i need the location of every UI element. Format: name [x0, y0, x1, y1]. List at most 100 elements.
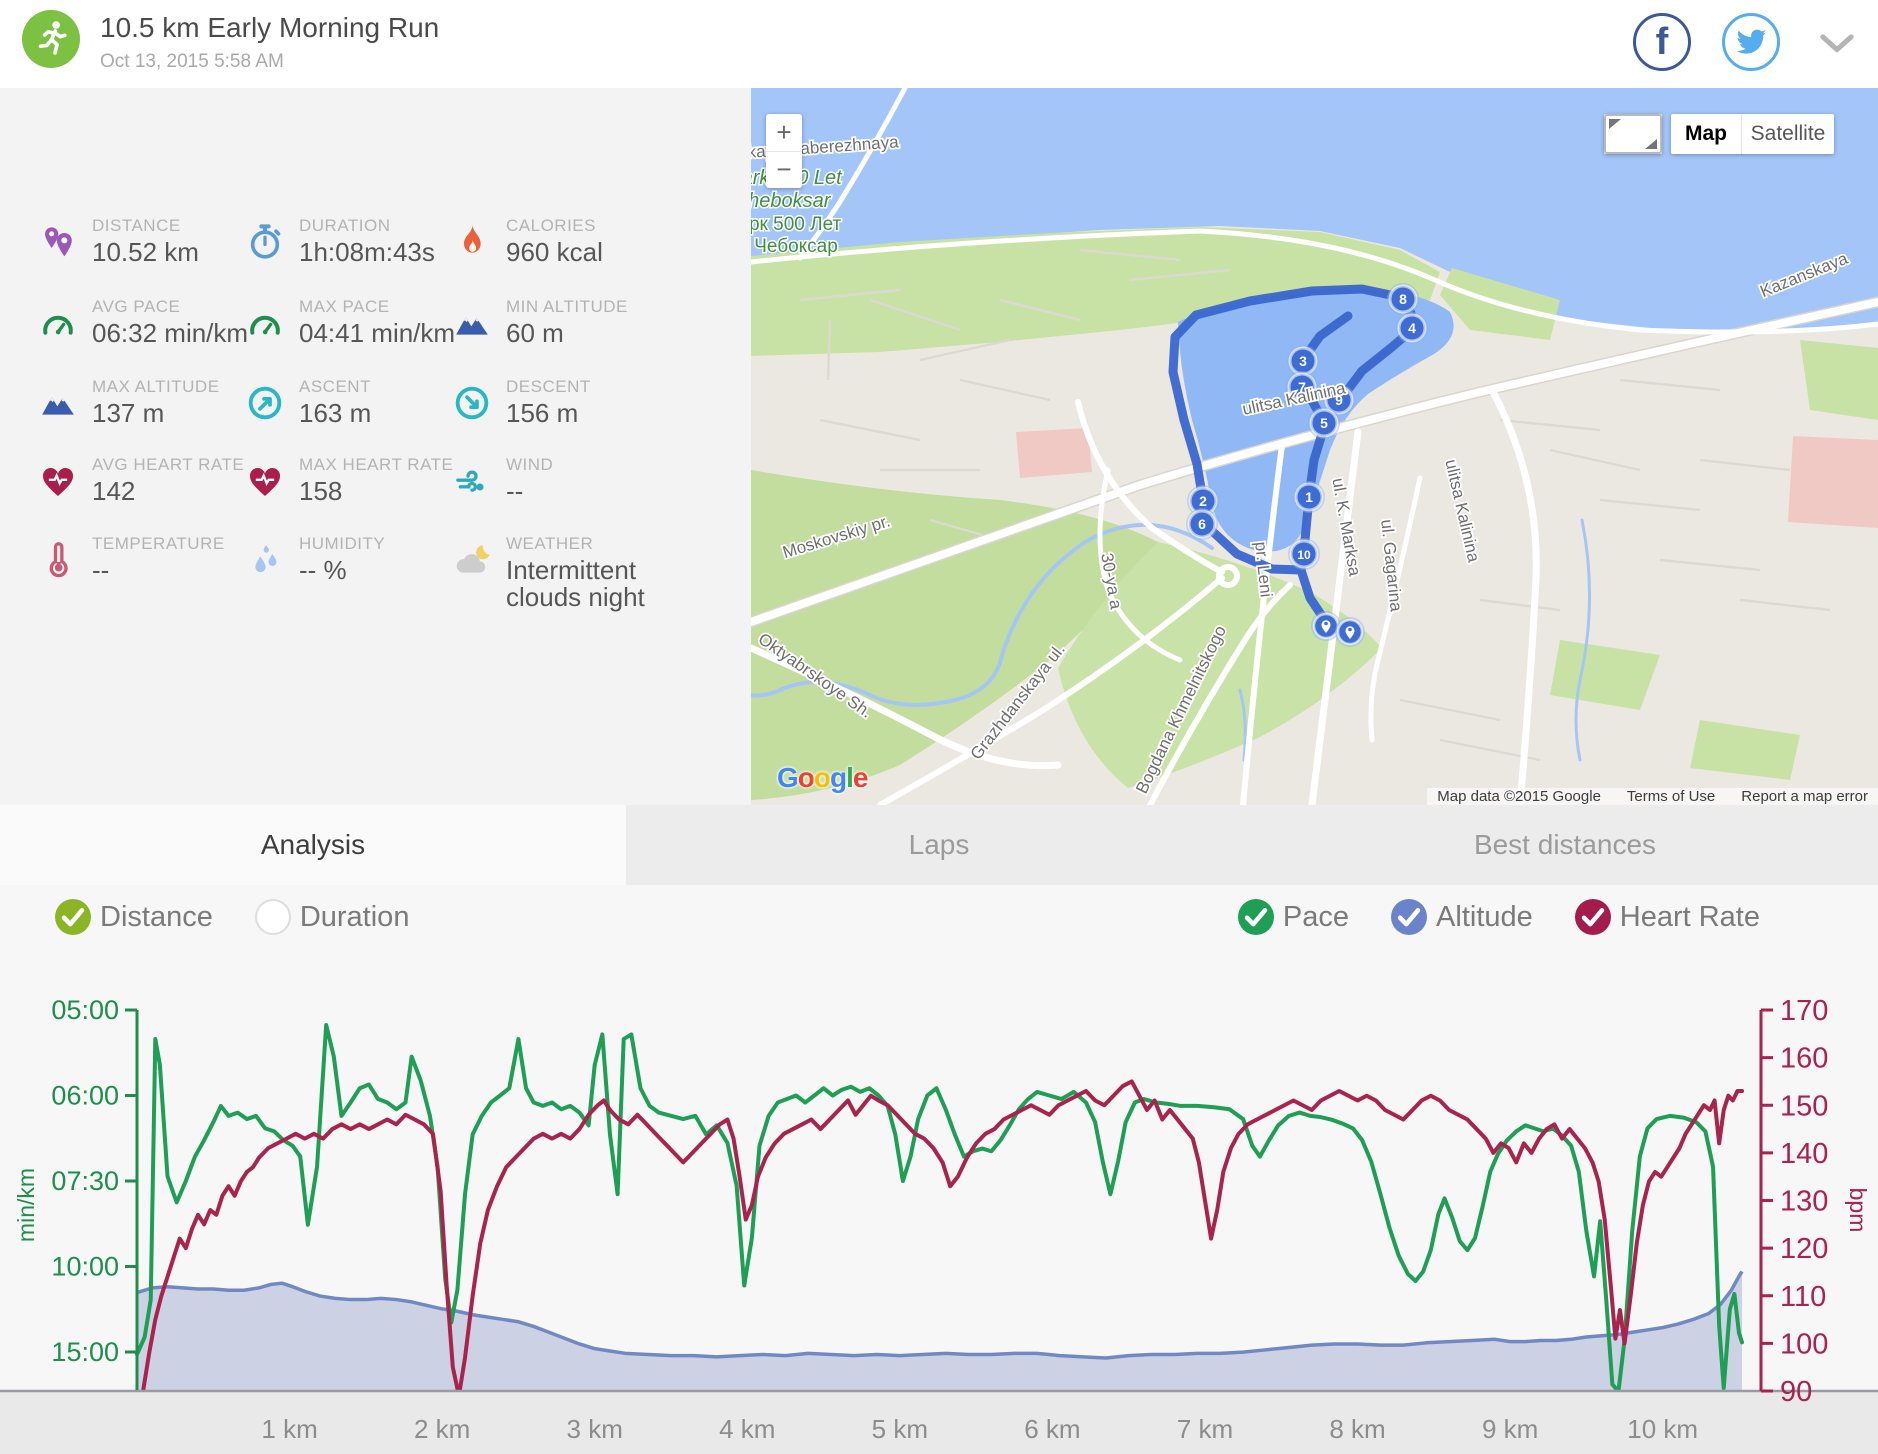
toggle-altitude[interactable]: Altitude [1391, 899, 1533, 935]
zoom-in-button[interactable]: + [766, 114, 802, 152]
google-logo-letter: G [777, 762, 799, 793]
altitude-line [136, 1270, 1744, 1360]
check-icon [1397, 908, 1421, 927]
fullscreen-toggle-button[interactable] [1604, 114, 1662, 154]
map-type-switcher: Map Satellite [1671, 114, 1834, 154]
toggle-pace[interactable]: Pace [1237, 899, 1349, 935]
stat-value: 06:32 min/km [92, 318, 249, 348]
tab-best-distances[interactable]: Best distances [1252, 805, 1878, 885]
route-marker-7[interactable]: 7 [1286, 371, 1318, 403]
descent-icon [455, 386, 489, 420]
green-patch [1550, 640, 1660, 710]
minor-streets [799, 248, 1831, 762]
toggle-label: Altitude [1436, 900, 1533, 933]
stat-label: AVG PACE [92, 297, 181, 316]
chevron-down-icon[interactable] [1820, 33, 1854, 55]
x-tick-label: 4 km [719, 1414, 775, 1444]
google-logo-letter: o [797, 762, 815, 793]
stats-panel: DISTANCE 10.52 km DURATION 1h:08m:43s CALORI… [0, 88, 751, 805]
stat-value: 960 kcal [506, 237, 603, 267]
toggle-circle[interactable] [55, 899, 91, 935]
stat-label: ASCENT [299, 377, 371, 396]
twitter-icon [1736, 29, 1767, 54]
facebook-share-button[interactable]: f [1633, 13, 1691, 71]
route-endpoint-pin[interactable] [1311, 611, 1341, 641]
x-tick-label: 6 km [1024, 1414, 1080, 1444]
map-data-text: Map data ©2015 Google [1437, 788, 1601, 805]
route-marker-2[interactable]: 2 [1187, 485, 1219, 517]
toggle-heart-rate[interactable]: Heart Rate [1574, 899, 1760, 935]
stat-label: DESCENT [506, 377, 591, 396]
google-logo[interactable]: Google [777, 762, 869, 794]
toggle-circle[interactable] [1391, 899, 1428, 935]
svg-text:100: 100 [1780, 1328, 1828, 1360]
toggle-label: Distance [100, 900, 213, 933]
tab-bar: Analysis Laps Best distances [0, 805, 1878, 885]
stat-temperature: TEMPERATURE -- [38, 534, 225, 584]
map-button[interactable]: Map [1671, 114, 1742, 154]
toggle-circle[interactable] [254, 899, 291, 935]
stat-humidity: HUMIDITY -- % [245, 534, 385, 584]
route-marker-10[interactable]: 10 [1288, 538, 1320, 570]
toggle-circle[interactable] [1237, 899, 1274, 935]
x-axis-band [0, 1392, 1878, 1454]
twitter-share-button[interactable] [1722, 13, 1780, 71]
map-label: Чебоксар [754, 236, 838, 257]
stat-wind: WIND -- [452, 455, 553, 505]
x-mode-toggles: Distance Duration [55, 899, 409, 935]
map-zoom-control: + − [766, 114, 802, 188]
svg-text:2: 2 [1199, 493, 1207, 509]
stat-min-altitude: MIN ALTITUDE 60 m [452, 297, 628, 347]
stat-label: TEMPERATURE [92, 534, 225, 553]
zoom-out-button[interactable]: − [776, 154, 792, 185]
stat-avg-heart-rate: AVG HEART RATE 142 [38, 455, 244, 505]
route-marker-6[interactable]: 6 [1186, 508, 1218, 540]
stat-value: 163 m [299, 398, 372, 428]
pink-area [1016, 428, 1092, 478]
route-endpoint-pin[interactable] [1335, 617, 1365, 647]
stat-value: 04:41 min/km [299, 318, 456, 348]
route-marker-1[interactable]: 1 [1293, 481, 1325, 513]
route-marker-9[interactable]: 9 [1323, 384, 1355, 416]
google-logo-letter: l [846, 762, 854, 793]
route-map[interactable]: 84379526110Moskovskaya NaberezhnayaPark … [751, 88, 1878, 805]
route-marker-5[interactable]: 5 [1308, 407, 1340, 439]
stat-label: AVG HEART RATE [92, 455, 245, 474]
coast-green [751, 227, 1440, 356]
forest-green [751, 470, 1158, 800]
thermometer-icon [49, 542, 68, 578]
stat-value: -- [506, 476, 524, 506]
svg-text:8: 8 [1399, 291, 1407, 307]
green-patch [1690, 720, 1800, 780]
svg-text:6: 6 [1198, 516, 1206, 532]
stat-label: HUMIDITY [299, 534, 386, 553]
google-logo-letter: e [852, 762, 869, 793]
terms-of-use-link[interactable]: Terms of Use [1626, 788, 1716, 805]
toggle-circle[interactable] [1574, 899, 1611, 935]
toggle-distance[interactable]: Distance [55, 899, 213, 935]
route-marker-3[interactable]: 3 [1287, 345, 1319, 377]
stat-ascent: ASCENT 163 m [245, 377, 371, 427]
svg-text:3: 3 [1299, 353, 1307, 369]
check-icon [1244, 908, 1268, 927]
route-marker-8[interactable]: 8 [1387, 283, 1419, 315]
tab-analysis[interactable]: Analysis [0, 805, 626, 885]
svg-text:06:00: 06:00 [51, 1081, 119, 1111]
check-icon [61, 908, 85, 927]
pace-axis: 05:00 06:00 07:30 10:00 15:00 min/km [13, 995, 139, 1390]
stat-label: WEATHER [506, 534, 594, 553]
stat-weather: WEATHER Intermittent clouds night [452, 534, 681, 612]
route-marker-4[interactable]: 4 [1396, 312, 1428, 344]
stat-label: DURATION [299, 216, 391, 235]
tab-laps[interactable]: Laps [626, 805, 1252, 885]
bpm-axis: 170 160 150 140 130 120 110 100 90 bpm [1759, 995, 1871, 1408]
stat-distance: DISTANCE 10.52 km [38, 216, 199, 266]
stat-value: 10.52 km [92, 237, 199, 267]
satellite-button[interactable]: Satellite [1742, 114, 1834, 154]
stat-calories: CALORIES 960 kcal [452, 216, 603, 266]
toggle-duration[interactable]: Duration [254, 899, 409, 935]
report-map-error-link[interactable]: Report a map error [1741, 788, 1868, 805]
stat-value: 60 m [506, 318, 564, 348]
svg-text:160: 160 [1780, 1043, 1828, 1075]
analysis-chart[interactable]: 05:00 06:00 07:30 10:00 15:00 min/km 170 160 150… [0, 968, 1878, 1454]
